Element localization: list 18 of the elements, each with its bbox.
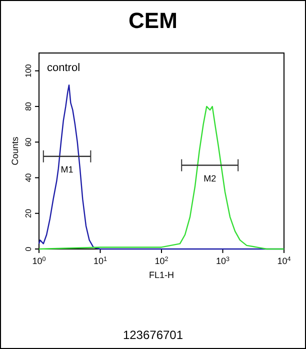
y-tick-label: 0 (24, 246, 33, 252)
x-axis-title: FL1-H (148, 270, 174, 280)
y-tick-label: 80 (24, 101, 33, 111)
x-tick-label: 10$^{3}$ (216, 256, 230, 266)
x-tick-label: 10$^{4}$ (277, 256, 292, 266)
annotation: M2 (204, 173, 216, 184)
annotation: control (47, 62, 80, 74)
y-tick-label: 100 (24, 64, 33, 78)
x-tick-label: 10$^{2}$ (154, 256, 169, 266)
chart-title: CEM (128, 8, 178, 33)
y-tick-label: 40 (24, 172, 33, 182)
y-tick-label: 60 (24, 137, 33, 147)
y-tick-label: 20 (24, 208, 33, 218)
y-axis-title: Counts (10, 136, 20, 166)
text: 123676701 (122, 328, 184, 342)
x-tick-label: 10$^{1}$ (93, 256, 108, 266)
annotation: M1 (60, 164, 74, 174)
x-tick-label: 10$^{0}$ (32, 256, 46, 266)
